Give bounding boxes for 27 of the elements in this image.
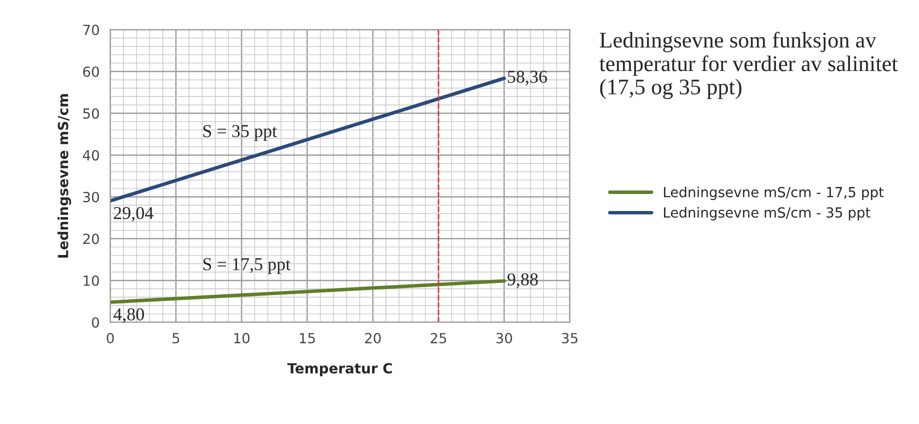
x-tick-label: 35 (562, 332, 578, 344)
data-label: 29,04 (114, 206, 154, 222)
x-tick-label: 20 (365, 332, 381, 344)
data-label: 4,80 (113, 308, 144, 324)
data-label: 9,88 (507, 273, 538, 288)
x-tick-label: 10 (234, 332, 250, 344)
x-tick-label: 5 (172, 333, 180, 344)
y-tick-label: 0 (92, 317, 99, 328)
x-axis-title: Temperatur C (287, 363, 392, 376)
annotation: S = 35 ppt (203, 125, 277, 141)
data-label: 58,36 (508, 70, 547, 86)
text: Ledningsevne som funksjon av temperatur for verdier av salinitet (17,5 og 35 ppt) (599, 32, 898, 100)
x-tick-label: 15 (300, 333, 315, 344)
legend-label: Ledningsevne mS/cm - 35 ppt (664, 206, 870, 220)
y-tick-label: 40 (82, 150, 99, 161)
y-tick-label: 10 (84, 275, 99, 286)
legend-label: Ledningsevne mS/cm - 17,5 ppt (664, 186, 884, 200)
x-tick-label: 0 (106, 332, 114, 344)
y-tick-label: 70 (83, 24, 99, 36)
y-tick-label: 50 (83, 108, 99, 119)
y-tick-label: 30 (83, 192, 99, 202)
y-tick-label: 20 (83, 234, 99, 244)
x-tick-label: 30 (496, 332, 512, 344)
x-tick-label: 25 (430, 332, 446, 344)
y-axis-title: Ledningsevne mS/cm (58, 94, 72, 258)
y-tick-label: 60 (83, 66, 99, 77)
annotation: S = 17,5 ppt (203, 258, 291, 274)
